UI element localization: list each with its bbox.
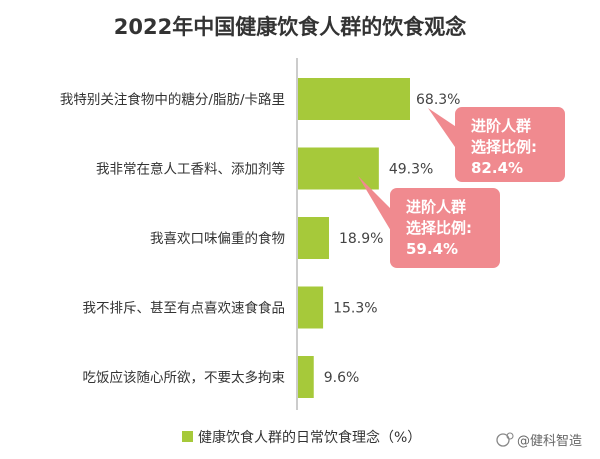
bar <box>298 147 379 190</box>
data-label: 18.9% <box>339 231 383 247</box>
data-label: 49.3% <box>389 162 433 178</box>
bar <box>298 286 324 329</box>
watermark-text: @健科智造 <box>517 434 582 449</box>
watermark: @健科智造 <box>496 432 582 449</box>
callout-text: 82.4% <box>471 159 523 177</box>
bar <box>298 78 410 120</box>
callout-text: 选择比例: <box>406 219 472 237</box>
category-label: 我非常在意人工香料、添加剂等 <box>96 161 285 178</box>
callout-text: 选择比例: <box>471 138 537 156</box>
callout-box <box>390 188 500 268</box>
category-label: 我不排斥、甚至有点喜欢速食食品 <box>83 300 286 317</box>
legend: 健康饮食人群的日常饮食理念（%） <box>182 429 421 446</box>
bar-group: 我特别关注食物中的糖分/脂肪/卡路里 68.3% 我非常在意人工香料、添加剂等 49.… <box>60 78 460 398</box>
bar <box>298 356 314 398</box>
category-label: 我喜欢口味偏重的食物 <box>150 230 285 247</box>
callout-pointer <box>358 176 394 236</box>
data-label: 68.3% <box>416 92 460 108</box>
callout-text: 59.4% <box>406 240 458 258</box>
data-label: 9.6% <box>324 370 360 386</box>
category-label: 吃饭应该随心所欲，不要太多拘束 <box>83 369 286 386</box>
watermark-logo-icon-dot <box>506 432 514 440</box>
legend-swatch <box>182 431 193 442</box>
callout-text: 进阶人群 <box>471 117 531 135</box>
data-label: 15.3% <box>333 301 377 317</box>
category-label: 我特别关注食物中的糖分/脂肪/卡路里 <box>60 91 285 108</box>
callout-box <box>455 107 565 182</box>
chart-title: 2022年中国健康饮食人群的饮食观念 <box>114 15 466 39</box>
legend-label: 健康饮食人群的日常饮食理念（%） <box>198 429 421 446</box>
bar <box>298 217 329 259</box>
callout-text: 进阶人群 <box>406 198 466 216</box>
callout-pointer <box>428 108 459 153</box>
watermark-logo-icon <box>496 433 510 447</box>
